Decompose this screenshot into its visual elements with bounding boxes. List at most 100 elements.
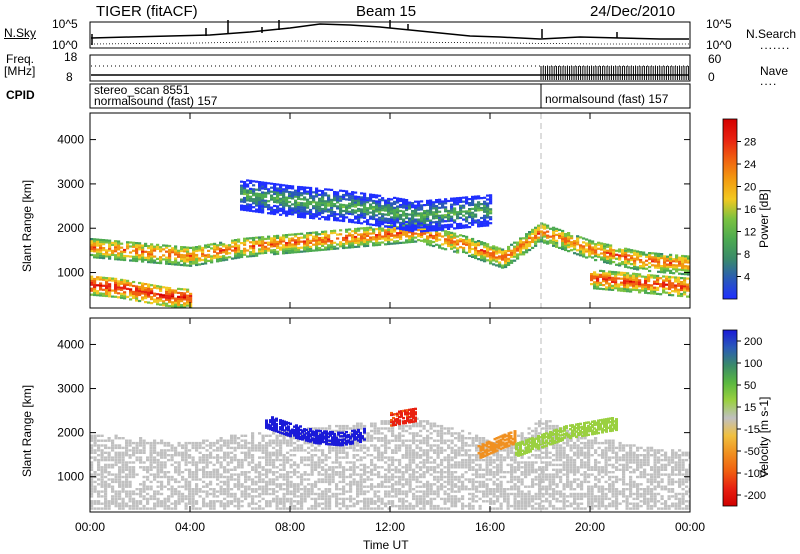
power-cell: [627, 248, 631, 251]
velocity-cell: [142, 495, 146, 498]
power-cell: [366, 240, 370, 243]
velocity-cell: [338, 492, 342, 496]
power-cell: [282, 252, 286, 255]
power-cell: [297, 248, 301, 252]
velocity-cell: [230, 461, 234, 464]
power-cell: [438, 234, 442, 237]
velocity-cell: [296, 466, 300, 469]
velocity-cell: [377, 451, 381, 454]
velocity-cell: [142, 485, 146, 488]
velocity-cell: [195, 471, 199, 474]
power-cell: [141, 246, 145, 249]
power-cell: [639, 265, 643, 268]
power-cell: [357, 203, 361, 207]
power-cell: [222, 251, 226, 254]
power-cell: [459, 226, 463, 229]
power-cell: [468, 250, 472, 253]
power-cell: [426, 229, 430, 232]
power-cell: [402, 223, 406, 226]
velocity-cell: [279, 463, 283, 467]
power-cell: [417, 224, 421, 227]
power-cell: [366, 238, 370, 241]
power-cell: [252, 246, 256, 250]
power-cell: [456, 239, 460, 242]
velocity-cell: [279, 439, 283, 442]
power-cell: [318, 239, 322, 242]
velocity-cell: [282, 478, 286, 481]
power-cell: [605, 278, 609, 281]
velocity-cell: [345, 468, 349, 471]
power-cell: [258, 242, 262, 245]
power-cell: [156, 247, 160, 250]
velocity-cell: [394, 466, 398, 469]
power-cell: [123, 285, 127, 288]
power-cell: [441, 228, 445, 231]
power-cell: [480, 253, 484, 256]
velocity-cell: [307, 488, 311, 491]
power-cell: [468, 244, 472, 247]
power-cell: [534, 234, 538, 237]
power-cell: [147, 301, 151, 304]
velocity-cell: [240, 495, 244, 498]
velocity-cell: [114, 461, 118, 464]
velocity-cell: [324, 490, 328, 493]
power-cell: [273, 245, 277, 248]
velocity-cell: [363, 507, 367, 510]
velocity-cell: [100, 471, 104, 474]
velocity-cell: [345, 475, 349, 479]
power-cell: [573, 240, 577, 243]
velocity-cell: [114, 456, 118, 459]
velocity-cell: [387, 485, 391, 488]
velocity-cell: [139, 439, 143, 442]
power-cell: [192, 246, 196, 249]
velocity-cell: [331, 466, 335, 469]
velocity-cell: [328, 475, 332, 479]
power-cell: [678, 260, 682, 263]
velocity-cell: [352, 480, 356, 484]
power-cell: [447, 211, 451, 215]
power-cell: [282, 188, 286, 191]
velocity-cell: [408, 502, 412, 505]
power-cell: [681, 266, 685, 270]
velocity-cell: [391, 456, 395, 459]
velocity-cell: [160, 480, 164, 484]
power-cell: [279, 189, 283, 192]
nsky-spikes: [91, 20, 618, 45]
power-cell: [504, 258, 508, 261]
power-cell: [150, 302, 154, 305]
power-cell: [123, 258, 127, 262]
velocity-cell: [90, 495, 94, 498]
power-cell: [270, 251, 274, 254]
power-cell: [626, 284, 630, 287]
power-cell: [657, 270, 661, 273]
velocity-cell: [128, 466, 132, 469]
power-cell: [279, 183, 283, 186]
velocity-cell: [184, 488, 188, 491]
power-cell: [645, 253, 649, 256]
power-cell: [225, 246, 229, 249]
power-cell: [468, 208, 472, 211]
power-cell: [438, 238, 442, 241]
power-cell: [390, 226, 394, 229]
velocity-cell: [324, 475, 328, 479]
power-cell: [674, 290, 678, 293]
velocity-cell: [153, 458, 157, 462]
power-cell: [249, 237, 253, 240]
velocity-cell: [100, 473, 104, 476]
power-cell: [102, 247, 106, 250]
velocity-cell: [335, 458, 339, 462]
velocity-cell: [100, 454, 104, 457]
power-cell: [177, 291, 181, 294]
velocity-cell: [373, 502, 377, 505]
power-cell: [180, 300, 184, 303]
velocity-cell: [100, 495, 104, 498]
power-cell: [629, 274, 633, 277]
velocity-cell: [293, 488, 297, 491]
velocity-cell: [345, 451, 349, 454]
velocity-cell: [226, 456, 230, 459]
velocity-cell: [408, 485, 412, 488]
power-cell: [315, 187, 319, 190]
power-cell: [624, 249, 628, 252]
velocity-cell: [160, 441, 164, 445]
power-cell: [621, 261, 625, 264]
